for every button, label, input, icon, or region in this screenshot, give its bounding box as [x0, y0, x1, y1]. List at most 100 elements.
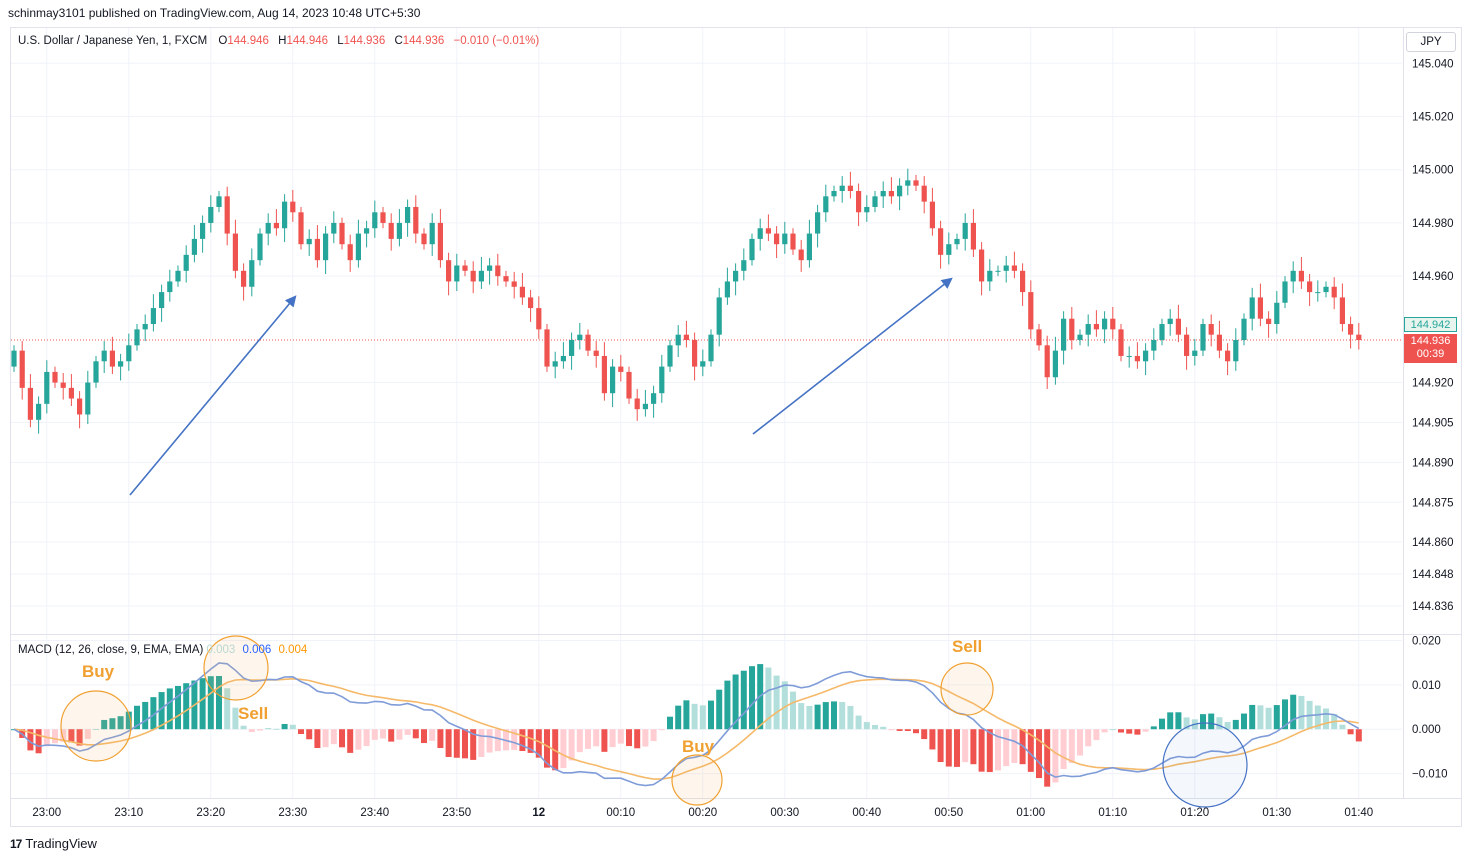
grid-lines [11, 28, 1461, 799]
macd-hist-bar [970, 729, 977, 765]
macd-hist-bar [773, 675, 780, 730]
macd-hist-bar [1077, 729, 1083, 756]
candle-body [987, 270, 993, 282]
macd-hist-bar [708, 700, 714, 730]
macd-hist-bar [962, 729, 969, 763]
candle-body [1356, 334, 1362, 340]
macd-hist-bar [740, 670, 747, 730]
macd-hist-bar [437, 729, 444, 748]
macd-hist-bar [363, 729, 370, 747]
macd-hist-bar [1142, 729, 1149, 732]
macd-hist-bar [716, 689, 723, 730]
candle-body [142, 324, 148, 330]
candle-body [282, 201, 288, 229]
candle-body [888, 191, 894, 197]
candle-body [1257, 297, 1263, 319]
macd-hist-bar [1323, 708, 1329, 730]
candle-body [782, 233, 788, 245]
time-tick-label: 12 [532, 807, 545, 819]
macd-hist-bar [1265, 707, 1272, 730]
macd-hist-bar [289, 724, 296, 730]
candle-body [1331, 286, 1337, 298]
candle-body [544, 329, 550, 367]
macd-hist-bar [1200, 714, 1206, 730]
candle-body [938, 228, 944, 255]
macd-hist-bar [806, 705, 813, 730]
candle-body [1323, 286, 1329, 293]
price-tick-label: 145.020 [1412, 112, 1454, 124]
macd-hist-bar [224, 688, 231, 730]
candle-body [700, 361, 706, 367]
macd-hist-bar [929, 729, 936, 750]
candle-body [101, 350, 107, 362]
candle-body [331, 222, 337, 234]
macd-hist-bar [1290, 694, 1297, 730]
candle-body [954, 238, 960, 245]
macd-hist-bar [1118, 729, 1124, 733]
candle-body [823, 196, 829, 213]
candle-body [249, 260, 255, 287]
macd-hist-bar [954, 729, 960, 767]
macd-hist-bar [60, 729, 67, 742]
macd-hist-bar [1282, 699, 1288, 730]
price-tick-label: 144.860 [1412, 537, 1454, 549]
candle-body [1167, 318, 1173, 325]
macd-hist-bar [134, 705, 140, 730]
candle-body [118, 361, 124, 367]
candle-body [577, 334, 583, 340]
low-value: 144.936 [343, 35, 386, 47]
macd-hist-bar [240, 725, 247, 730]
tradingview-logo[interactable]: 17 TradingView [10, 836, 97, 851]
macd-hist-bar [404, 729, 411, 735]
macd-hist-bar [158, 692, 165, 730]
candle-body [1134, 355, 1140, 362]
tradingview-brand: TradingView [25, 836, 97, 851]
macd-hist-bar [486, 729, 493, 753]
candle-body [790, 233, 796, 250]
time-tick-label: 23:30 [278, 807, 307, 819]
candle-body [634, 398, 640, 410]
macd-hist-bar [913, 729, 919, 734]
candle-body [19, 350, 25, 388]
candle-body [1052, 350, 1058, 378]
candle-body [150, 308, 156, 325]
time-tick-label: 23:10 [114, 807, 143, 819]
candle-body [462, 265, 468, 271]
candle-body [765, 228, 771, 234]
currency-button[interactable]: JPY [1406, 32, 1456, 52]
candle-body [273, 222, 279, 229]
candle-body [1274, 302, 1280, 325]
close-value: 144.936 [402, 35, 445, 47]
candle-body [741, 260, 747, 271]
drawing-overlays [60, 277, 1248, 808]
candle-body [610, 366, 616, 394]
sell-annotation-1: Sell [238, 704, 269, 723]
symbol-legend[interactable]: U.S. Dollar / Japanese Yen, 1, FXCM O144… [18, 35, 545, 47]
low-label: L [337, 35, 344, 47]
current-price-value: 144.936 [1410, 335, 1451, 347]
candle-body [290, 201, 296, 213]
candle-body [1126, 355, 1132, 357]
candle-body [970, 222, 976, 250]
macd-hist-bar [1027, 729, 1034, 772]
macd-legend[interactable]: MACD (12, 26, close, 9, EMA, EMA) 0.003 … [18, 644, 307, 656]
macd-hist-bar [1011, 729, 1018, 763]
candle-body [946, 244, 952, 255]
macd-hist-bar [380, 729, 386, 739]
macd-hist-bar [1273, 705, 1280, 730]
macd-hist-bar [552, 729, 559, 771]
macd-hist-bar [429, 729, 436, 741]
candle-body [880, 191, 886, 197]
time-tick-label: 00:10 [606, 807, 635, 819]
macd-hist-bar [1101, 729, 1108, 733]
candle-body [323, 233, 329, 261]
candle-body [405, 206, 411, 223]
macd-hist-bar [896, 729, 903, 731]
candle-body [569, 339, 575, 356]
open-label: O [218, 35, 228, 47]
macd-hist-bar [617, 729, 624, 744]
candle-body [692, 339, 698, 367]
candle-body [372, 212, 378, 229]
candle-body [1151, 339, 1157, 351]
